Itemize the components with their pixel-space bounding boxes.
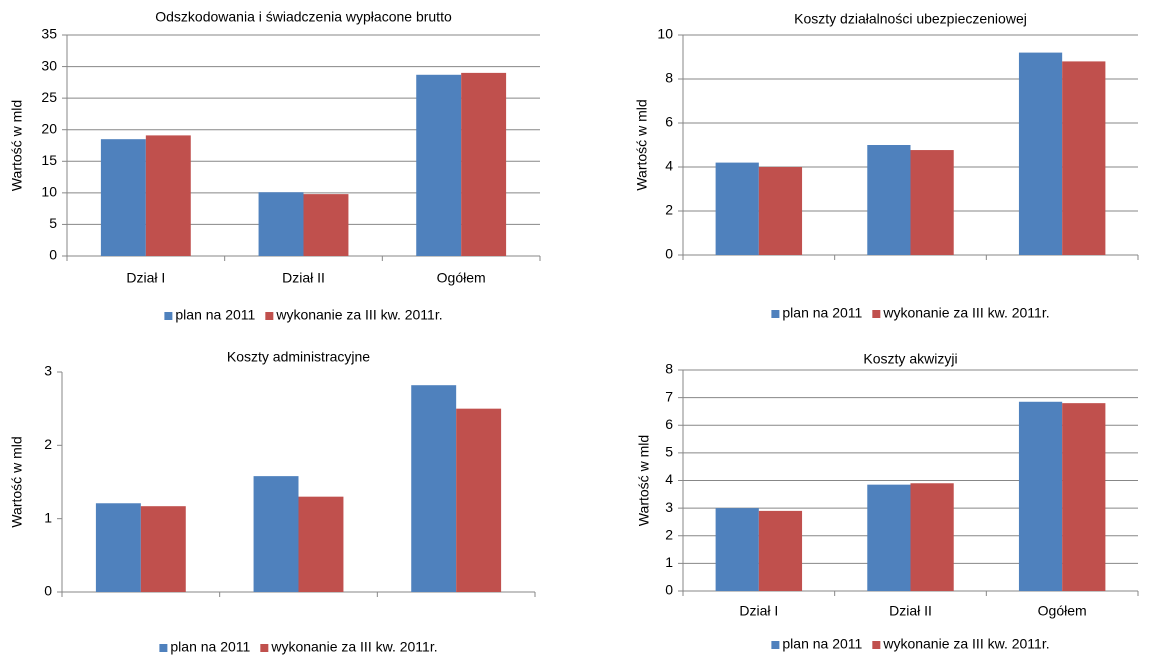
y-tick-label: 0 — [49, 247, 57, 263]
chart-title: Koszty akwizyji — [863, 351, 957, 367]
bar — [253, 476, 299, 592]
bar — [411, 385, 457, 592]
legend-label: wykonanie za III kw. 2011r. — [270, 639, 437, 655]
y-tick-label: 6 — [665, 416, 673, 432]
bar — [303, 194, 349, 256]
x-tick-label: Dział I — [739, 603, 778, 619]
x-tick-label: Dział II — [889, 603, 932, 619]
bar — [258, 192, 304, 256]
legend-label: plan na 2011 — [782, 636, 862, 652]
x-tick-label: Dział I — [126, 270, 165, 286]
y-tick-label: 2 — [665, 202, 673, 218]
legend-label: wykonanie za III kw. 2011r. — [882, 636, 1049, 652]
y-axis-label: Wartość w mld — [9, 100, 25, 191]
chart-title: Koszty działalności ubezpieczeniowej — [794, 11, 1027, 27]
y-axis-label: Wartość w mld — [636, 435, 652, 526]
y-tick-label: 8 — [665, 361, 673, 377]
y-tick-label: 15 — [41, 152, 57, 168]
y-tick-label: 10 — [657, 26, 673, 42]
chart-title: Odszkodowania i świadczenia wypłacone br… — [155, 9, 452, 25]
y-tick-label: 4 — [665, 158, 673, 174]
bar — [1018, 52, 1063, 255]
y-tick-label: 2 — [665, 526, 673, 542]
y-tick-label: 10 — [41, 184, 57, 200]
legend-label: plan na 2011 — [170, 639, 250, 655]
y-tick-label: 8 — [665, 70, 673, 86]
chart-title: Koszty administracyjne — [227, 349, 370, 365]
bar — [910, 150, 954, 255]
y-tick-label: 0 — [44, 583, 52, 599]
y-tick-label: 3 — [665, 499, 673, 515]
legend-label: wykonanie za III kw. 2011r. — [275, 307, 442, 323]
bar — [758, 167, 803, 255]
bar — [910, 483, 954, 591]
legend-swatch — [771, 641, 780, 649]
legend-swatch — [265, 312, 274, 320]
bar — [867, 145, 911, 255]
bar — [715, 508, 759, 591]
bar — [1062, 403, 1106, 591]
bar — [1062, 61, 1106, 256]
y-tick-label: 3 — [44, 363, 52, 379]
y-tick-label: 6 — [665, 114, 673, 130]
legend-swatch — [159, 644, 168, 652]
y-tick-label: 1 — [44, 509, 52, 525]
bar — [145, 135, 191, 256]
legend-swatch — [260, 644, 269, 652]
y-tick-label: 0 — [665, 246, 673, 262]
bar — [100, 139, 146, 256]
legend-label: wykonanie za III kw. 2011r. — [882, 305, 1049, 321]
bar — [140, 506, 186, 592]
x-tick-label: Ogółem — [437, 270, 486, 286]
y-tick-label: 4 — [665, 471, 673, 487]
y-tick-label: 7 — [665, 388, 673, 404]
legend-swatch — [872, 310, 881, 318]
legend-label: plan na 2011 — [175, 307, 255, 323]
y-tick-label: 5 — [665, 444, 673, 460]
y-tick-label: 35 — [41, 26, 57, 42]
bar — [461, 72, 507, 256]
y-tick-label: 25 — [41, 89, 57, 105]
y-tick-label: 5 — [49, 215, 57, 231]
bar — [715, 162, 759, 255]
bar — [416, 74, 462, 256]
y-axis-label: Wartość w mld — [634, 99, 650, 190]
legend-label: plan na 2011 — [782, 305, 862, 321]
bar — [95, 503, 141, 592]
y-tick-label: 20 — [41, 120, 57, 136]
bar — [758, 510, 803, 591]
y-tick-label: 0 — [665, 582, 673, 598]
x-tick-label: Ogółem — [1038, 603, 1087, 619]
legend-swatch — [872, 641, 881, 649]
y-tick-label: 2 — [44, 436, 52, 452]
y-tick-label: 30 — [41, 57, 57, 73]
bar — [1018, 401, 1063, 591]
y-tick-label: 1 — [665, 554, 673, 570]
bar — [867, 484, 911, 591]
bar — [456, 408, 502, 592]
bar — [298, 496, 344, 592]
x-tick-label: Dział II — [282, 270, 325, 286]
legend-swatch — [164, 312, 173, 320]
legend-swatch — [771, 310, 780, 318]
y-axis-label: Wartość w mld — [9, 436, 25, 527]
